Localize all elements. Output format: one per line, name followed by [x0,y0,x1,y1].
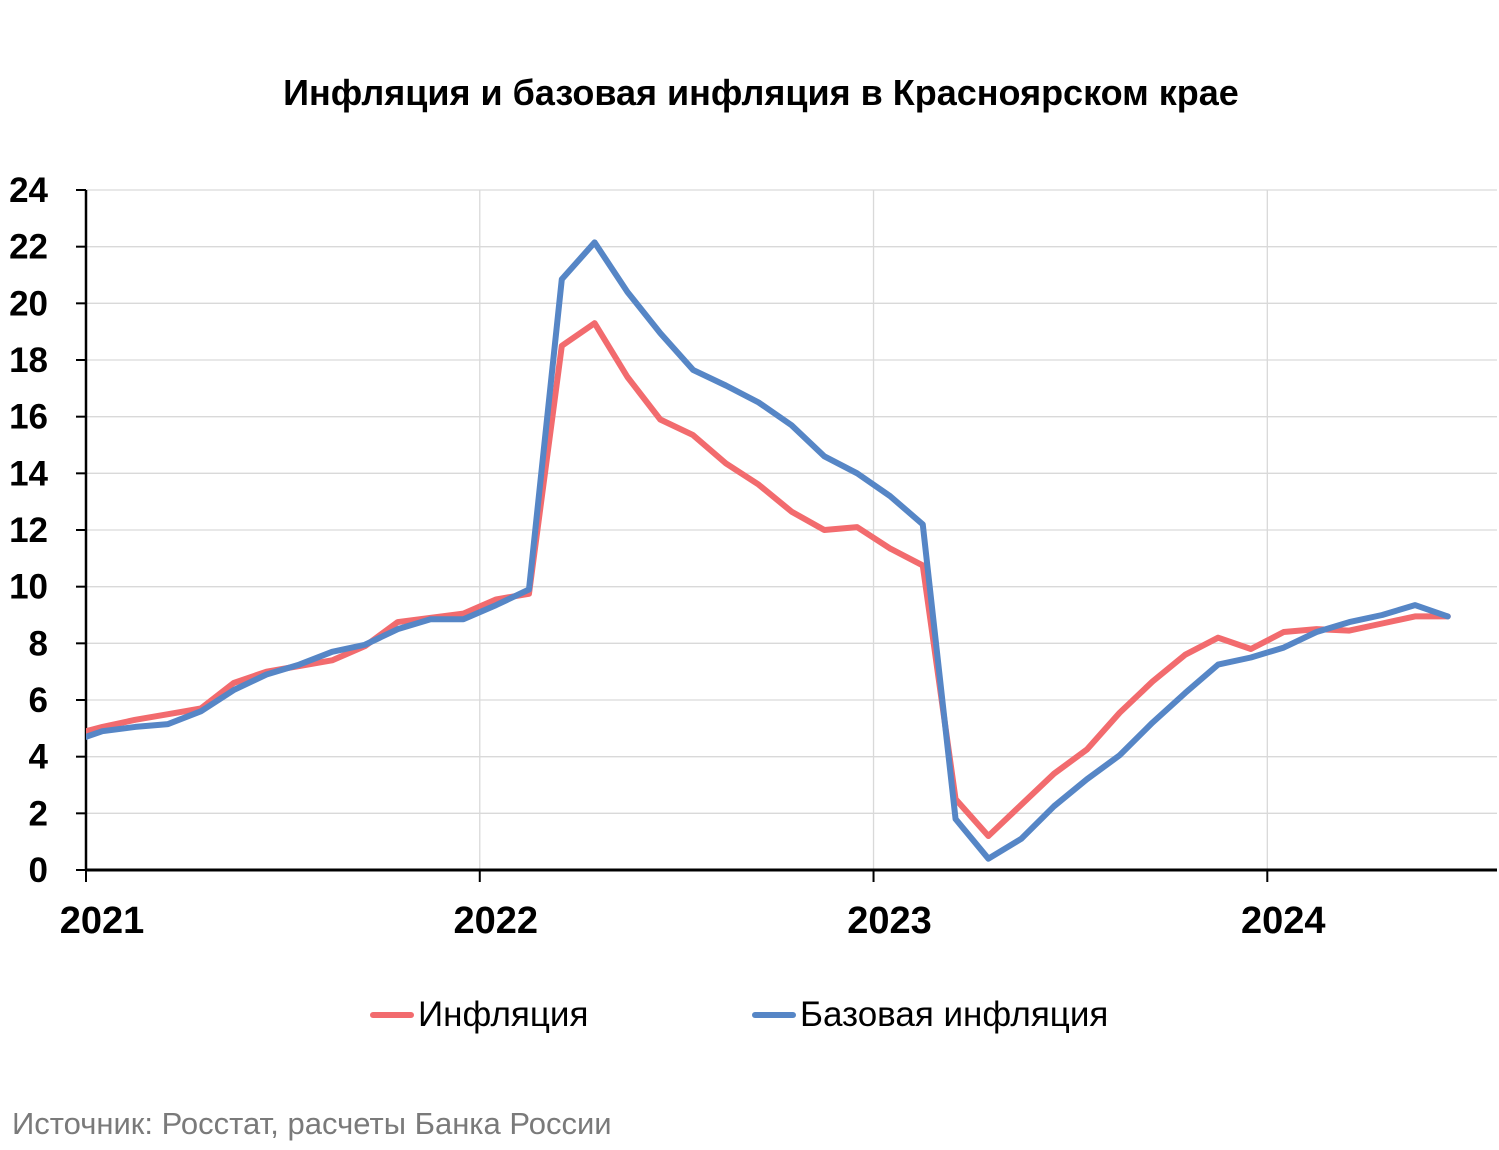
y-tick-label: 12 [9,511,48,550]
x-tick-label: 2024 [1241,900,1326,942]
legend-swatch-core-inflation [752,1012,796,1018]
y-tick-label: 14 [9,454,48,493]
series-lines [86,239,1451,862]
gridlines [86,189,1497,870]
x-tick-label: 2022 [453,900,538,942]
y-tick-label: 6 [29,681,48,720]
y-tick-label: 22 [9,228,48,267]
y-tick-label: 18 [9,341,48,380]
legend-label-inflation: Инфляция [418,995,589,1034]
series-line-core-inflation [86,239,1451,862]
legend-item-core-inflation: Базовая инфляция [752,995,1108,1035]
legend-swatch-inflation [370,1012,414,1018]
y-tick-label: 10 [9,568,48,607]
y-tick-label: 4 [29,738,49,777]
chart-title: Инфляция и базовая инфляция в Красноярск… [283,72,1239,113]
y-tick-label: 2 [29,794,48,833]
legend-label-core-inflation: Базовая инфляция [800,995,1109,1034]
x-tick-label: 2023 [847,900,932,942]
x-tick-label: 2021 [60,900,145,942]
y-tick-label: 8 [29,624,48,663]
source-note: Источник: Росстат, расчеты Банка России [12,1106,612,1141]
y-tick-label: 24 [9,171,48,210]
y-tick-label: 16 [9,398,48,437]
axes [76,189,1497,882]
y-tick-label: 0 [29,851,48,890]
y-tick-label: 20 [9,284,48,323]
legend-item-inflation: Инфляция [370,995,588,1035]
